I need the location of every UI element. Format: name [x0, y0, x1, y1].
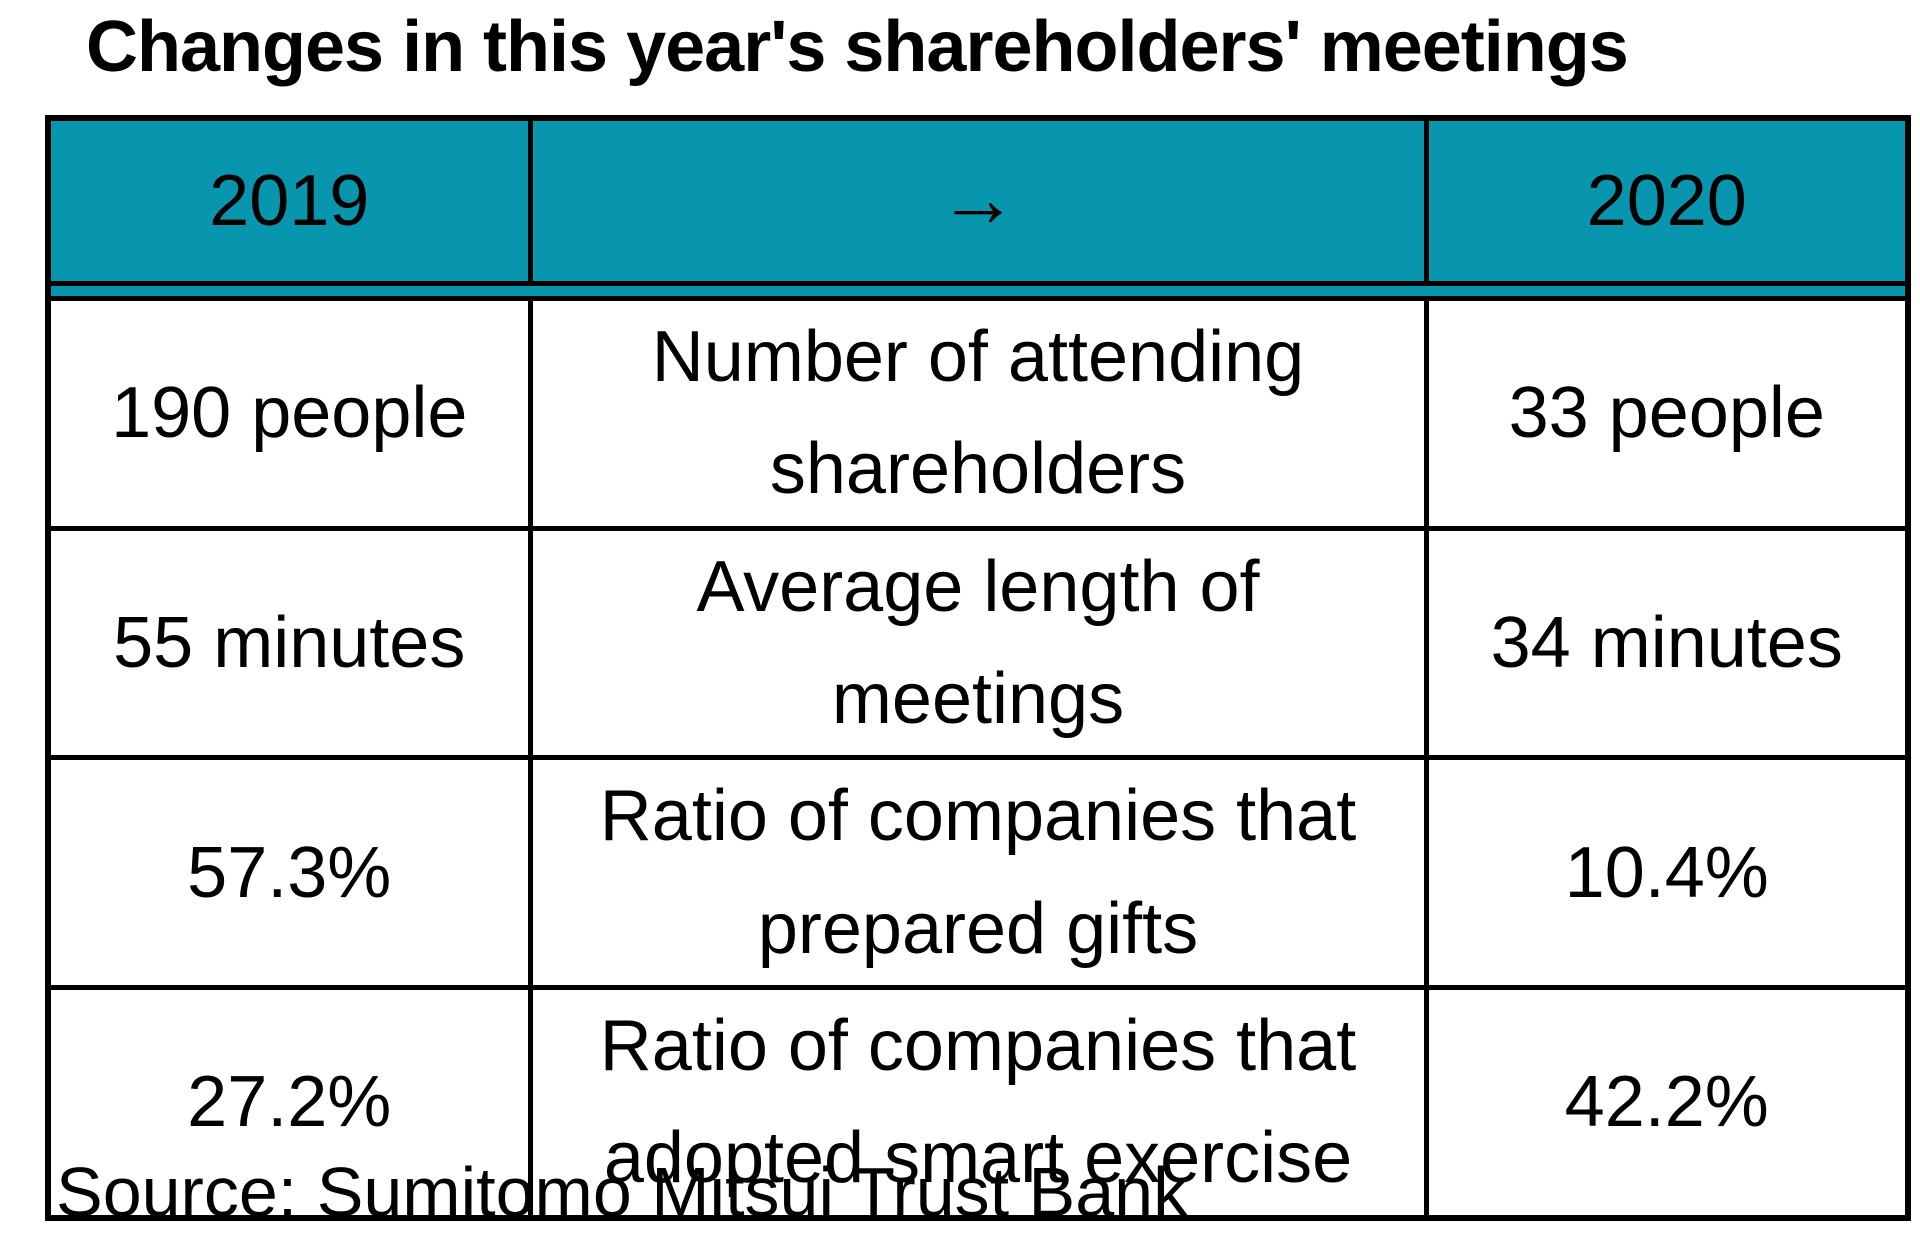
cell-2020-attending: 33 people: [1423, 296, 1911, 531]
table-row-prepared-gifts: 57.3% Ratio of companies that prepared g…: [45, 755, 1911, 990]
shareholders-meetings-table: 2019 → 2020 190 people Number of attendi…: [45, 115, 1911, 1221]
header-separator-stripe: [45, 281, 1911, 301]
cell-metric-gifts: Ratio of companies that prepared gifts: [527, 755, 1429, 990]
cell-2019-length: 55 minutes: [45, 525, 533, 761]
cell-2020-length: 34 minutes: [1423, 525, 1911, 761]
cell-metric-attending: Number of attending shareholders: [527, 296, 1429, 531]
cell-2019-attending: 190 people: [45, 296, 533, 531]
cell-metric-length: Average length of meetings: [527, 525, 1429, 761]
cell-2019-smart-exercise: 27.2%: [45, 984, 533, 1221]
cell-metric-smart-exercise: Ratio of companies that adopted smart ex…: [527, 984, 1429, 1221]
table-row-meeting-length: 55 minutes Average length of meetings 34…: [45, 525, 1911, 761]
page-title: Changes in this year's shareholders' mee…: [86, 7, 1629, 87]
header-cell-2020: 2020: [1423, 115, 1911, 286]
header-separator-row: [45, 281, 1911, 301]
cell-2020-gifts: 10.4%: [1423, 755, 1911, 990]
cell-2019-gifts: 57.3%: [45, 755, 533, 990]
table-row-attending-shareholders: 190 people Number of attending sharehold…: [45, 296, 1911, 531]
cell-2020-smart-exercise: 42.2%: [1423, 984, 1911, 1221]
header-cell-arrow: →: [527, 115, 1429, 286]
right-arrow-icon: →: [938, 154, 1018, 243]
table-header-row: 2019 → 2020: [45, 115, 1911, 286]
header-cell-2019: 2019: [45, 115, 533, 286]
table-row-smart-exercise: 27.2% Ratio of companies that adopted sm…: [45, 984, 1911, 1221]
source-note: Source: Sumitomo Mitsui Trust Bank: [56, 1153, 1189, 1231]
